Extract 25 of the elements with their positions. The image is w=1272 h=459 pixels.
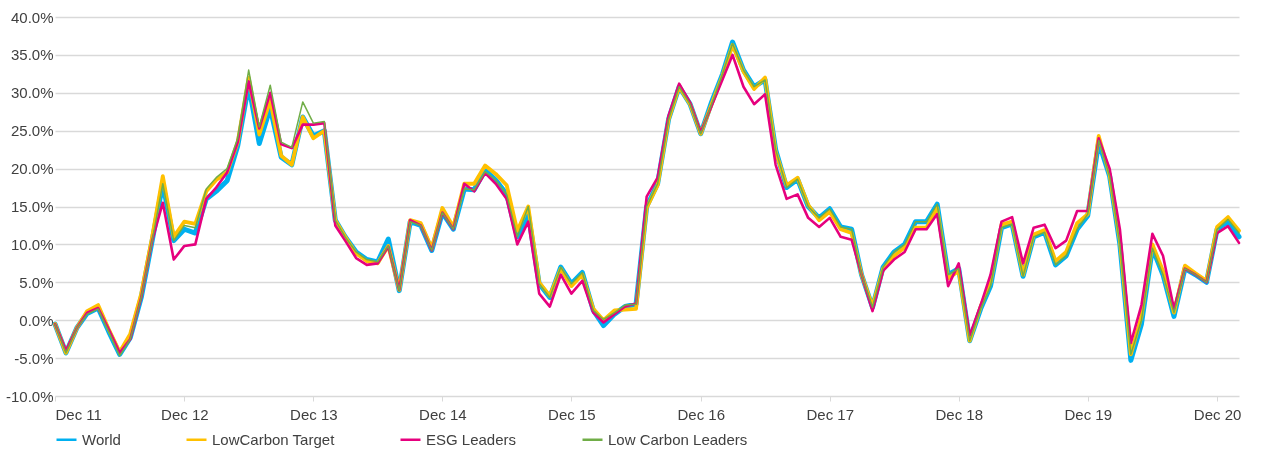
x-tick-label: Dec 13 bbox=[290, 405, 338, 423]
y-tick-label: 30.0% bbox=[10, 84, 54, 102]
legend-label: LowCarbon Target bbox=[212, 430, 336, 448]
legend-label: World bbox=[82, 430, 121, 448]
y-tick-label: -5.0% bbox=[14, 349, 54, 367]
x-tick-label: Dec 11 bbox=[55, 405, 102, 423]
y-tick-label: 20.0% bbox=[10, 160, 54, 178]
y-tick-label: 40.0% bbox=[10, 8, 54, 26]
x-tick-label: Dec 15 bbox=[548, 405, 596, 423]
y-tick-label: 10.0% bbox=[10, 235, 54, 253]
x-tick-label: Dec 16 bbox=[677, 405, 725, 423]
y-tick-label: 5.0% bbox=[19, 273, 54, 291]
legend-label: Low Carbon Leaders bbox=[608, 430, 748, 448]
y-tick-label: -10.0% bbox=[5, 387, 54, 405]
legend-label: ESG Leaders bbox=[426, 430, 517, 448]
y-tick-label: 25.0% bbox=[10, 122, 54, 140]
x-tick-label: Dec 14 bbox=[419, 405, 467, 423]
x-tick-label: Dec 18 bbox=[935, 405, 983, 423]
y-tick-label: 0.0% bbox=[19, 311, 54, 329]
x-tick-label: Dec 19 bbox=[1064, 405, 1112, 423]
y-tick-label: 35.0% bbox=[10, 46, 54, 64]
y-tick-label: 15.0% bbox=[10, 198, 54, 215]
x-tick-label: Dec 20 bbox=[1193, 405, 1242, 423]
x-tick-label: Dec 12 bbox=[161, 405, 209, 423]
x-tick-label: Dec 17 bbox=[806, 405, 854, 423]
